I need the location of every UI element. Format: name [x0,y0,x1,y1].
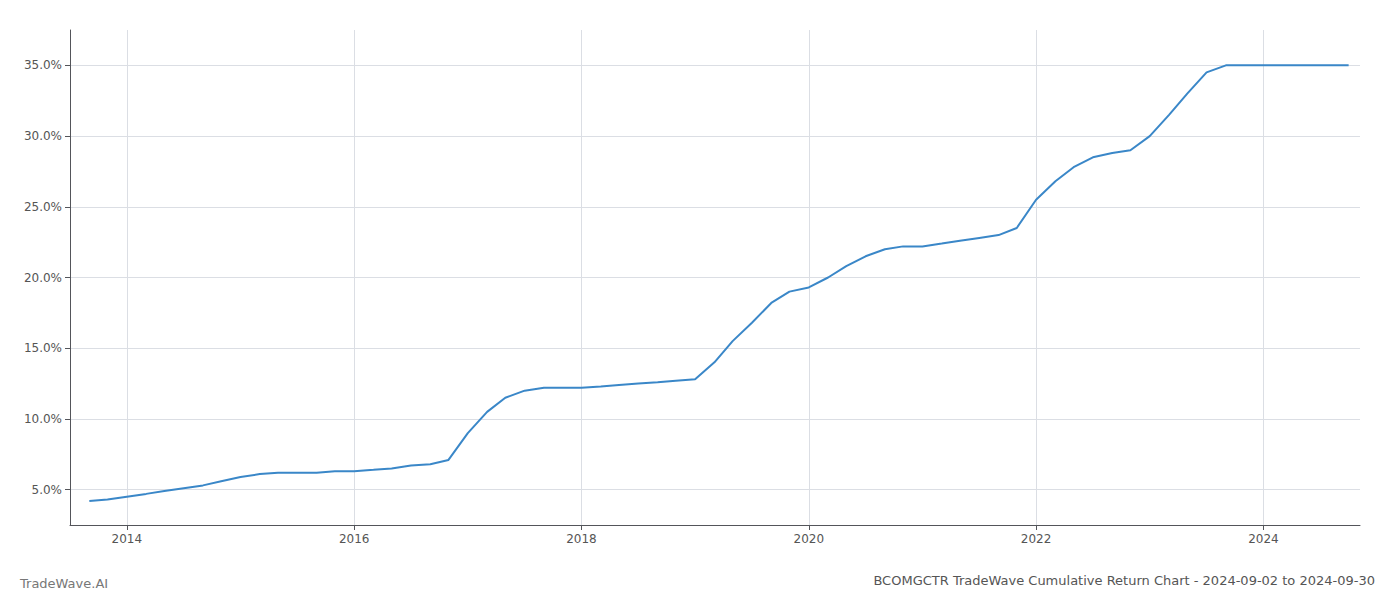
svg-text:2016: 2016 [339,532,370,546]
svg-text:20.0%: 20.0% [24,271,62,285]
svg-text:BCOMGCTR TradeWave Cumulative: BCOMGCTR TradeWave Cumulative Return Cha… [873,573,1375,588]
svg-text:25.0%: 25.0% [24,200,62,214]
svg-text:TradeWave.AI: TradeWave.AI [19,576,108,591]
svg-text:2014: 2014 [112,532,143,546]
svg-text:35.0%: 35.0% [24,58,62,72]
svg-text:2022: 2022 [1021,532,1052,546]
svg-text:2020: 2020 [793,532,824,546]
svg-text:5.0%: 5.0% [32,483,63,497]
svg-text:2018: 2018 [566,532,597,546]
svg-text:30.0%: 30.0% [24,129,62,143]
svg-text:10.0%: 10.0% [24,412,62,426]
svg-text:2024: 2024 [1248,532,1279,546]
svg-text:15.0%: 15.0% [24,341,62,355]
